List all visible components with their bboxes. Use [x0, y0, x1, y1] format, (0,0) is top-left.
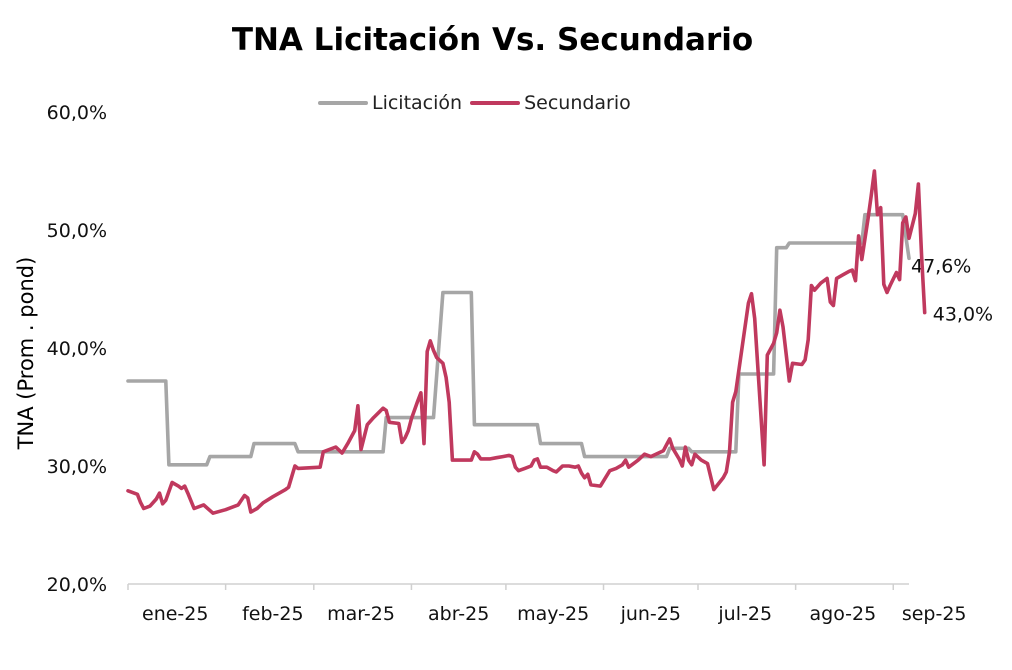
y-tick-label: 40,0% [47, 338, 107, 360]
end-label-secundario: 43,0% [933, 304, 993, 326]
x-tick-label: ene-25 [142, 603, 208, 625]
legend-label-secundario: Secundario [524, 92, 631, 114]
x-tick-label: feb-25 [242, 603, 303, 625]
legend-item-licitacion: Licitación [318, 92, 462, 114]
y-tick-label: 60,0% [47, 102, 107, 124]
legend-swatch-secundario [470, 101, 521, 105]
legend-swatch-licitacion [318, 101, 368, 105]
legend: Licitación Secundario [318, 92, 639, 114]
end-label-licitacion: 47,6% [911, 255, 971, 277]
chart-title: TNA Licitación Vs. Secundario [231, 22, 754, 58]
y-tick-label: 30,0% [47, 456, 107, 478]
y-tick-label: 50,0% [47, 220, 107, 242]
x-tick-label: jun-25 [620, 603, 681, 625]
series-line-licitacion [126, 212, 911, 467]
x-tick-label: mar-25 [327, 603, 395, 625]
x-tick-label: jul-25 [717, 603, 772, 625]
legend-label-licitacion: Licitación [372, 92, 463, 114]
x-tick-label: abr-25 [428, 603, 489, 625]
x-tick-label: ago-25 [810, 603, 877, 625]
x-tick-label: may-25 [517, 603, 589, 625]
legend-item-secundario: Secundario [470, 92, 631, 114]
x-tick-label: sep-25 [902, 603, 967, 625]
y-tick-label: 20,0% [47, 574, 107, 596]
series-line-secundario [126, 169, 927, 515]
